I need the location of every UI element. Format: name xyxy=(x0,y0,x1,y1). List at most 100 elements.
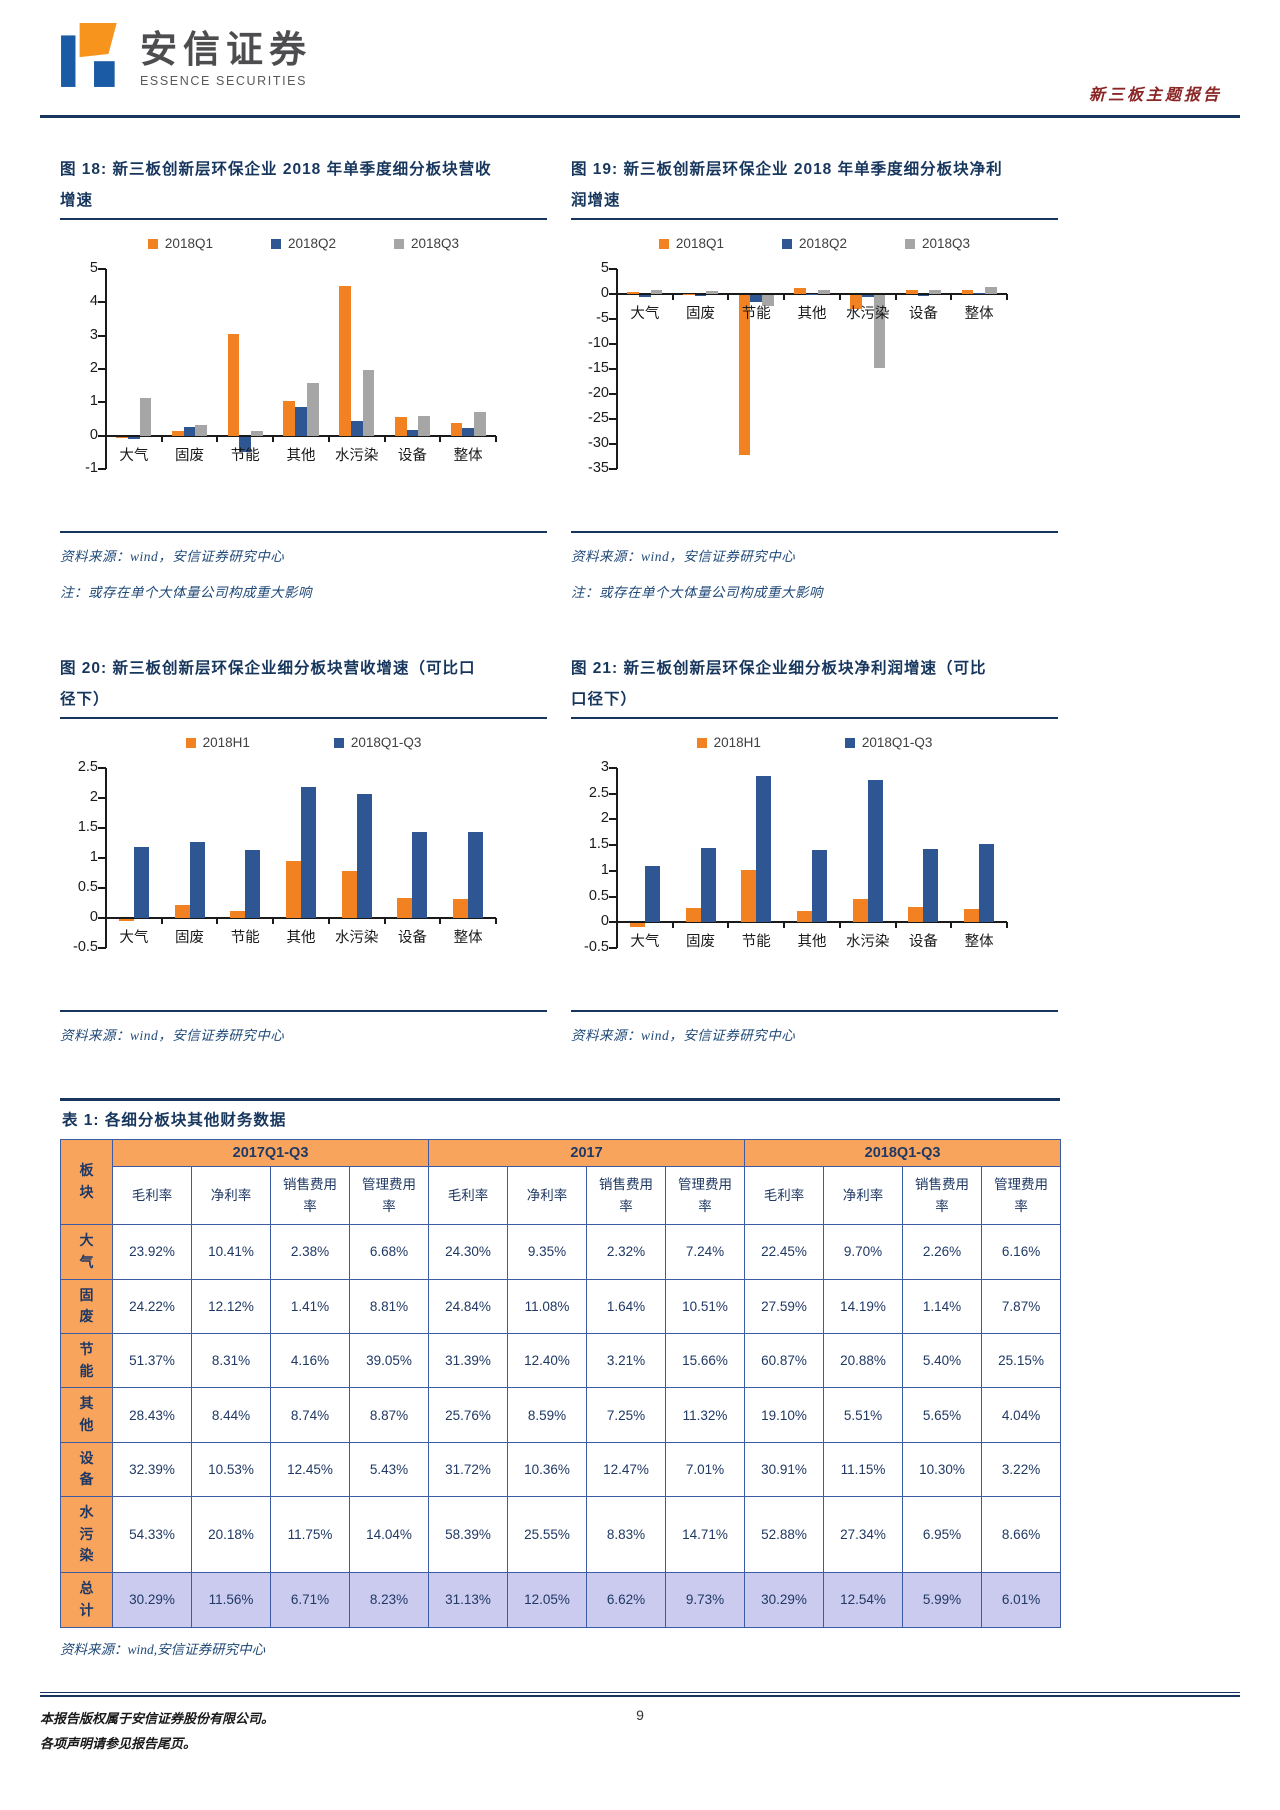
table-cell: 58.39% xyxy=(428,1496,509,1574)
x-axis-tick xyxy=(105,435,107,442)
table-body: 大 气 23.92% 10.41% 2.38% 6.68% 24.30% 9.35% 2.32… xyxy=(60,1224,1062,1628)
y-tick xyxy=(609,293,617,295)
y-tick-label: 4 xyxy=(89,293,98,310)
y-tick xyxy=(609,947,617,949)
table-row-总计: 总 计 30.29% 11.56% 6.71% 8.23% 31.13% 12.05% 6.6… xyxy=(60,1572,1062,1628)
legend-label: 2018Q3 xyxy=(922,236,971,251)
bar-2018Q3 xyxy=(195,424,208,436)
table-cell: 4.04% xyxy=(981,1387,1062,1443)
table-group-header-0: 2017Q1-Q3 xyxy=(111,1139,430,1167)
y-tick-label: 0.5 xyxy=(77,879,98,895)
row-label-水污染: 水 污 染 xyxy=(60,1496,113,1574)
figure-19: 图 19: 新三板创新层环保企业 2018 年单季度细分板块净利 润增速 201… xyxy=(571,154,1058,601)
x-category-label: 固废 xyxy=(686,934,716,951)
table-cell: 10.36% xyxy=(507,1441,588,1498)
x-axis-tick xyxy=(838,922,841,929)
table-1-title: 表 1: 各细分板块其他财务数据 xyxy=(60,1098,1060,1139)
y-tick xyxy=(98,917,106,919)
bar-2018Q3 xyxy=(139,398,152,436)
essence-securities-logo-icon xyxy=(61,23,117,87)
plot-area: 大气 固废 节能 其他 水污染 设备 整体 xyxy=(98,268,497,470)
figure-18-chart: 2018Q1 2018Q2 2018Q3 5 4 3 2 1 0 -1 大气 固废 节能 其他 水污染 设备 整… xyxy=(60,220,547,515)
x-axis-tick xyxy=(216,918,219,924)
figure-19-source: 资料来源：wind，安信证券研究中心 xyxy=(571,531,1058,565)
bar-2018Q3 xyxy=(873,295,886,368)
table-cell: 8.31% xyxy=(191,1332,271,1389)
table-cell: 10.30% xyxy=(902,1441,983,1498)
y-tick-label: 1 xyxy=(600,861,609,878)
chart-legend: 2018H1 2018Q1-Q3 xyxy=(60,735,547,750)
bar-2018Q2 xyxy=(295,407,307,436)
legend-label: 2018Q1-Q3 xyxy=(350,735,422,750)
bar-2018Q1-Q3 xyxy=(867,779,883,923)
x-category-label: 整体 xyxy=(964,306,994,322)
bar-2018H1 xyxy=(230,910,246,918)
y-tick-label: -0.5 xyxy=(73,939,98,955)
y-tick xyxy=(98,301,106,304)
table-cell: 19.10% xyxy=(744,1387,825,1443)
table-cell: 27.59% xyxy=(744,1278,825,1334)
x-category-label: 整体 xyxy=(453,930,483,946)
y-tick xyxy=(609,318,617,320)
table-cell: 12.40% xyxy=(507,1332,588,1389)
x-axis-line xyxy=(106,917,496,919)
table-sub-header-0-1: 净利率 xyxy=(191,1165,271,1226)
x-category-label: 水污染 xyxy=(334,447,379,464)
table-row-水污染: 水 污 染 54.33% 20.18% 11.75% 14.04% 58.39% 25.55… xyxy=(60,1496,1062,1574)
figure-19-title-line1: 图 19: 新三板创新层环保企业 2018 年单季度细分板块净利 xyxy=(571,161,1003,178)
legend-swatch xyxy=(658,238,669,249)
legend-swatch xyxy=(696,737,707,748)
x-category-label: 节能 xyxy=(230,930,260,946)
bar-2018Q1-Q3 xyxy=(923,849,939,923)
financial-data-table: 板 块 2017Q1-Q3 2017 2018Q1-Q3 毛利率 净利率 销售费用率 管理费用… xyxy=(60,1138,1062,1628)
figure-18: 图 18: 新三板创新层环保企业 2018 年单季度细分板块营收 增速 2018… xyxy=(60,154,547,601)
y-tick xyxy=(98,334,106,337)
y-tick-label: -10 xyxy=(588,335,609,351)
x-axis-tick xyxy=(894,922,897,929)
bar-2018Q1 xyxy=(850,295,862,309)
table-cell: 1.41% xyxy=(270,1278,350,1334)
table-cell: 9.35% xyxy=(507,1224,588,1280)
bar-2018Q1 xyxy=(738,295,751,455)
x-category-label: 大气 xyxy=(119,447,149,464)
table-cell: 20.88% xyxy=(823,1332,904,1389)
table-cell: 11.15% xyxy=(823,1441,904,1498)
figure-18-note: 注：或存在单个大体量公司构成重大影响 xyxy=(60,585,312,600)
table-header-row-metrics: 毛利率 净利率 销售费用率 管理费用率 毛利率 净利率 销售费用率 管理费用率 毛利率 净利率 销售… xyxy=(61,1165,1062,1226)
x-axis-tick xyxy=(616,294,618,300)
x-category-label: 节能 xyxy=(741,306,771,322)
table-cell: 60.87% xyxy=(744,1332,825,1389)
y-tick xyxy=(98,268,106,270)
bar-2018Q2 xyxy=(694,295,707,296)
legend-swatch xyxy=(394,238,405,249)
bar-2018H1 xyxy=(964,909,980,923)
table-group-header-2: 2018Q1-Q3 xyxy=(744,1139,1062,1167)
figure-18-title: 图 18: 新三板创新层环保企业 2018 年单季度细分板块营收 增速 xyxy=(60,154,547,220)
table-cell: 1.64% xyxy=(586,1278,667,1334)
legend-swatch xyxy=(147,238,158,249)
bar-2018Q1-Q3 xyxy=(356,794,372,918)
x-category-label: 其他 xyxy=(797,934,827,951)
table-sub-header-1-2: 销售费用率 xyxy=(586,1165,667,1226)
bar-2018Q1-Q3 xyxy=(700,847,716,923)
chart-legend: 2018H1 2018Q1-Q3 xyxy=(571,735,1058,750)
table-cell: 10.41% xyxy=(191,1224,271,1280)
y-axis-line xyxy=(616,269,618,469)
x-category-label: 固废 xyxy=(686,306,716,322)
legend-item: 2018Q2 xyxy=(781,236,847,251)
y-tick xyxy=(609,767,617,769)
legend-item: 2018Q1 xyxy=(658,236,724,251)
table-cell: 20.18% xyxy=(191,1496,271,1574)
bar-2018Q2 xyxy=(861,295,874,297)
x-axis-tick xyxy=(327,918,330,924)
bar-2018H1 xyxy=(341,871,357,918)
bar-2018Q2 xyxy=(750,295,763,302)
x-axis-tick xyxy=(616,922,618,929)
table-cell: 7.24% xyxy=(665,1224,746,1280)
table-cell: 31.72% xyxy=(428,1441,509,1498)
y-tick-label: 1.5 xyxy=(77,819,98,835)
legend-label: 2018Q1 xyxy=(164,236,213,251)
table-cell: 6.62% xyxy=(586,1572,667,1628)
y-tick-label: 3 xyxy=(89,326,98,343)
table-cell: 6.16% xyxy=(981,1224,1062,1280)
